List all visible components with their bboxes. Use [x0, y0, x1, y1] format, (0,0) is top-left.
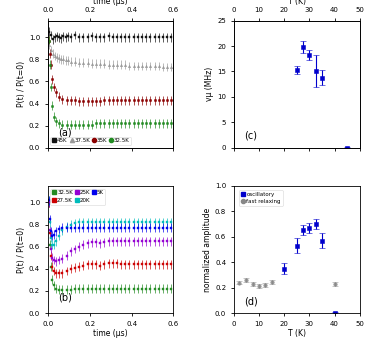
Legend: 45K, 37.5K, 35K, 32.5K: 45K, 37.5K, 35K, 32.5K	[51, 137, 131, 145]
X-axis label: T (K): T (K)	[288, 0, 306, 6]
Text: (d): (d)	[244, 296, 258, 306]
Text: (c): (c)	[244, 131, 257, 141]
Legend: 32.5K, 27.5K, 25K, 20K, 5K: 32.5K, 27.5K, 25K, 20K, 5K	[51, 189, 105, 205]
X-axis label: time (μs): time (μs)	[93, 0, 128, 6]
Text: (a): (a)	[58, 127, 72, 137]
Y-axis label: normalized amplitude: normalized amplitude	[203, 207, 212, 292]
Y-axis label: P(t) / P(t=0): P(t) / P(t=0)	[17, 61, 26, 107]
Legend: oscillatory, fast relaxing: oscillatory, fast relaxing	[239, 190, 283, 206]
X-axis label: time (μs): time (μs)	[93, 330, 128, 338]
Y-axis label: vμ (MHz): vμ (MHz)	[206, 67, 214, 101]
X-axis label: T (K): T (K)	[288, 330, 306, 338]
Y-axis label: P(t) / P(t=0): P(t) / P(t=0)	[17, 226, 26, 272]
Text: (b): (b)	[58, 292, 72, 302]
